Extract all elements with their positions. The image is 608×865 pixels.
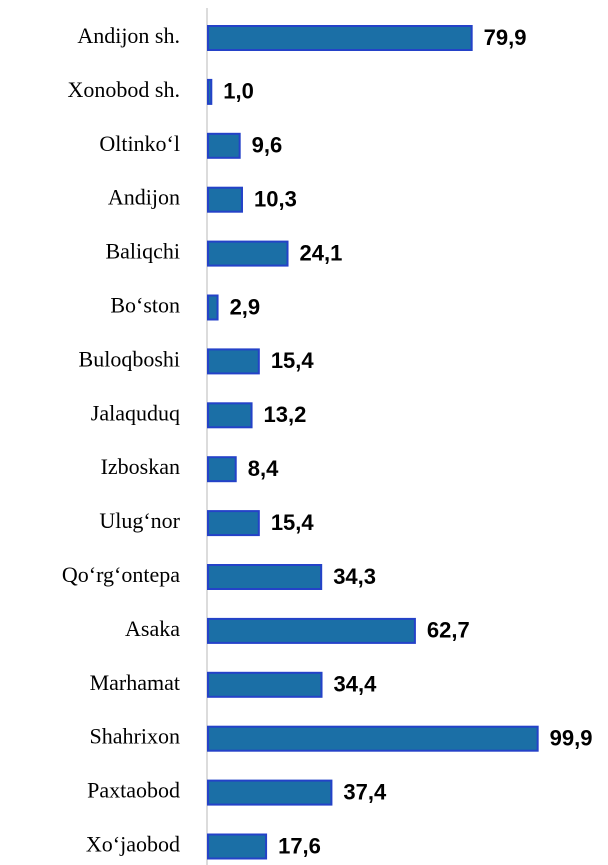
bar [207,617,416,644]
value-label: 17,6 [278,833,321,858]
value-label: 99,9 [550,726,593,751]
value-label: 2,9 [230,294,261,319]
value-label: 62,7 [427,618,470,643]
bar [207,779,333,806]
bar [207,402,253,429]
bar [207,456,237,483]
bar [207,294,219,321]
bar [207,186,243,213]
value-label: 34,4 [334,672,378,697]
value-label: 10,3 [254,187,297,212]
value-label: 13,2 [264,402,307,427]
category-label: Izboskan [101,454,180,479]
bar [207,78,213,105]
category-label: Paxtaobod [87,778,180,803]
category-label: Shahrixon [90,724,180,749]
category-label: Andijon sh. [77,23,180,48]
bar [207,833,268,860]
bar [207,671,323,698]
category-label: Baliqchi [105,239,180,264]
bar [207,132,241,159]
value-label: 9,6 [252,133,283,158]
bar [207,725,539,752]
value-label: 1,0 [223,79,254,104]
category-label: Xo‘jaobod [86,832,180,857]
bar [207,348,260,375]
category-label: Bo‘ston [110,293,180,318]
value-label: 8,4 [248,456,279,481]
value-label: 15,4 [271,348,315,373]
value-label: 24,1 [300,240,343,265]
value-label: 15,4 [271,510,315,535]
bar [207,564,323,590]
category-label: Jalaquduq [91,400,180,425]
bar [207,25,473,51]
value-label: 79,9 [484,25,527,50]
value-label: 34,3 [333,564,376,589]
category-label: Qo‘rg‘ontepa [62,562,180,587]
category-label: Andijon [108,185,180,210]
category-label: Ulug‘nor [99,508,180,533]
category-label: Oltinko‘l [99,131,180,156]
category-label: Asaka [125,616,180,641]
category-label: Xonobod sh. [68,77,180,102]
category-label: Marhamat [90,670,180,695]
value-label: 37,4 [343,779,387,804]
category-label: Buloqboshi [79,346,180,371]
bar [207,240,289,267]
bar [207,510,260,537]
